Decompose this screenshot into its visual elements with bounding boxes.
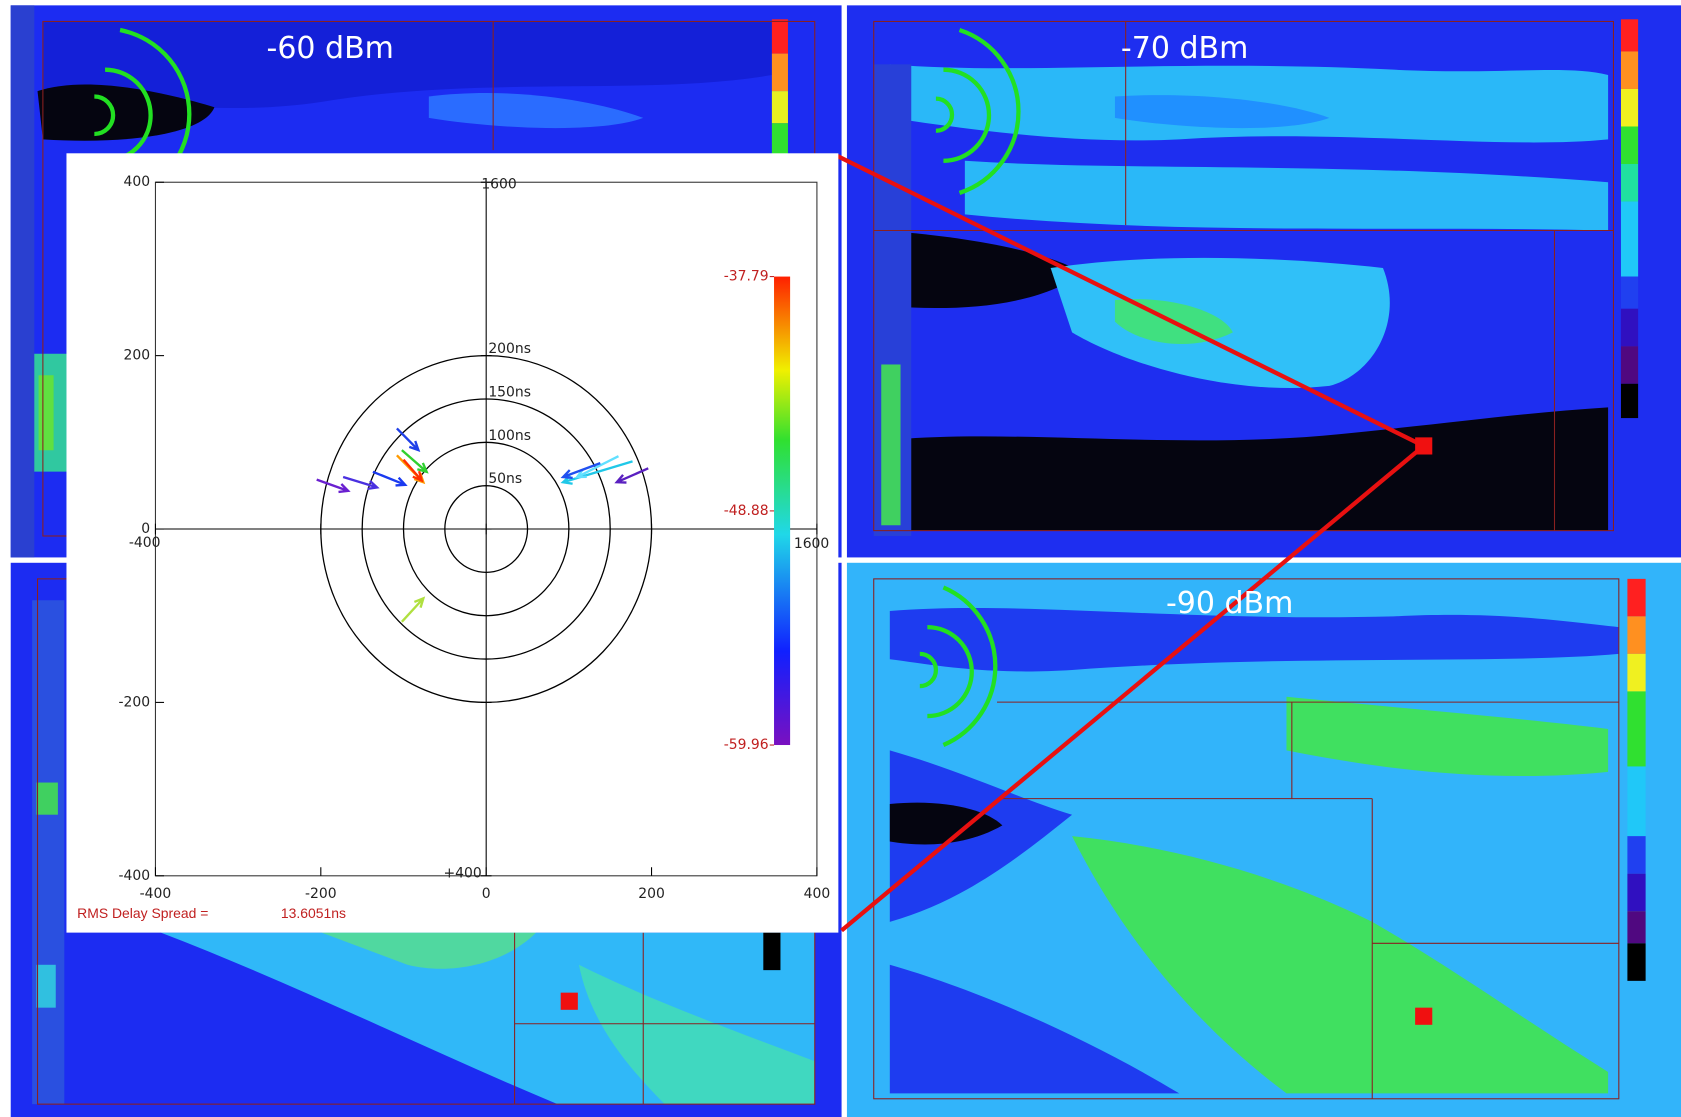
ring-label: 200ns (488, 341, 531, 357)
page: {"signal_labels": ["-60 dBm", "-70 dBm",… (0, 0, 1681, 1117)
signal-label: -70 dBm (1121, 31, 1248, 66)
y-tick-label: 200 (124, 348, 151, 364)
x-tick-label: -200 (305, 886, 337, 902)
axis-annotation: -400 (129, 535, 161, 551)
figure: -60 dBm -70 dBm -90 dBm RMS Delay Spread… (0, 0, 1681, 1117)
signal-label: -90 dBm (1166, 586, 1293, 621)
coverage-map (847, 563, 1681, 1117)
signal-label: -60 dBm (266, 31, 393, 66)
colorbar-label: -48.88 (724, 503, 769, 519)
y-tick-label: -200 (118, 694, 150, 710)
receiver-marker (1415, 437, 1432, 454)
footer-label: RMS Delay Spread = (77, 905, 208, 921)
footer-value: 13.6051ns (281, 905, 346, 921)
x-tick-label: -400 (140, 886, 172, 902)
axis-annotation: 1600 (481, 176, 516, 192)
ring-label: 50ns (488, 471, 522, 487)
x-tick-label: 200 (638, 886, 665, 902)
inset-background (66, 153, 838, 932)
axis-annotation: 1600 (794, 536, 829, 552)
y-tick-label: 400 (124, 174, 151, 190)
receiver-marker (1415, 1008, 1432, 1025)
axis-annotation: +400 (443, 866, 481, 882)
x-tick-label: 0 (482, 886, 491, 902)
colorbar-label: -37.79 (724, 269, 769, 285)
ring-label: 150ns (488, 385, 531, 401)
y-tick-label: -400 (118, 868, 150, 884)
colorbar (774, 277, 790, 745)
receiver-marker (561, 993, 578, 1010)
coverage-map (847, 5, 1681, 557)
ring-label: 100ns (488, 428, 531, 444)
colorbar-label: -59.96 (724, 737, 769, 753)
x-tick-label: 400 (804, 886, 831, 902)
